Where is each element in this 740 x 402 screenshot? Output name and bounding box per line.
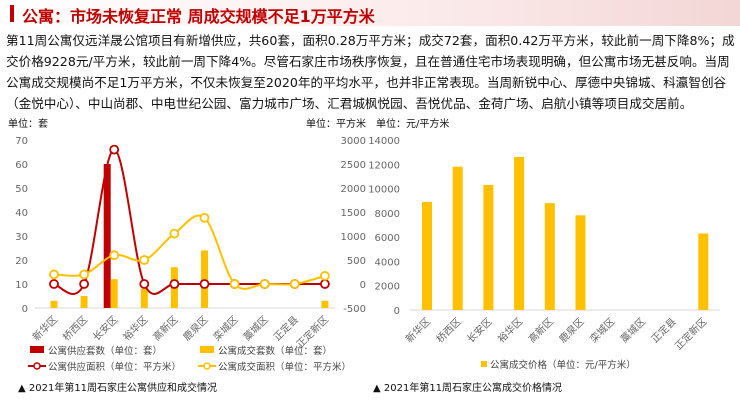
x-tick-label: 藁城区: [618, 315, 648, 345]
line-transaction-area: [53, 214, 326, 290]
legend-swatch: [481, 361, 487, 367]
line-supply-area: [53, 148, 325, 295]
point-transaction-area: [169, 228, 180, 239]
bar-price: [575, 215, 586, 310]
point-supply-area: [79, 279, 89, 289]
x-tick-label: 正定新区: [294, 313, 331, 350]
legend-label: 公寓供应面积（单位：平方米）: [48, 361, 181, 373]
left-axis-unit: 单位：套: [8, 117, 48, 130]
point-transaction-area: [259, 279, 270, 289]
point-supply-area: [199, 279, 210, 289]
point-supply-area: [139, 279, 150, 289]
point-transaction-area: [139, 255, 150, 265]
right-tick-label: 1000: [341, 232, 366, 243]
right-tick-label: 500: [347, 256, 366, 267]
y-tick-label: 4000: [375, 257, 400, 268]
bar-price: [452, 166, 463, 310]
right-axis-unit: 单位：平方米: [306, 117, 366, 130]
point-transaction-area: [229, 279, 240, 289]
x-tick-label: 高新区: [150, 313, 180, 343]
x-tick-label: 鹿泉区: [556, 315, 586, 345]
title-accent: [10, 5, 14, 22]
y-tick-label: 10000: [368, 185, 400, 196]
title-bar: 公寓：市场未恢复正常 周成交规模不足1万平方米: [0, 0, 740, 26]
bar-price: [483, 184, 494, 310]
bar-transaction-sets: [110, 279, 118, 308]
legend-label: 公寓成交套数（单位：套）: [218, 345, 332, 357]
chart-caption: ▲ 2021年第11周石家庄公寓供应和成交情况: [18, 381, 217, 394]
left-tick-label: 0: [22, 304, 28, 315]
bar-price: [698, 233, 709, 310]
x-tick-label: 鹿泉区: [180, 313, 210, 343]
point-supply-area: [49, 279, 59, 289]
x-tick-label: 桥西区: [61, 314, 91, 344]
point-transaction-area: [109, 250, 120, 261]
x-tick-label: 新华区: [403, 315, 433, 345]
left-tick-label: 70: [15, 136, 28, 147]
x-tick-label: 栾城区: [210, 313, 240, 343]
x-tick-label: 桥西区: [434, 316, 464, 346]
point-transaction-area: [79, 269, 89, 280]
x-tick-label: 长安区: [90, 313, 120, 343]
x-tick-label: 正定县: [648, 315, 678, 345]
legend-swatch: [30, 346, 44, 353]
right-tick-label: 2500: [341, 160, 366, 171]
left-tick-label: 40: [15, 208, 28, 219]
bar-transaction-sets: [80, 296, 88, 308]
page-title: 公寓：市场未恢复正常 周成交规模不足1万平方米: [22, 7, 375, 26]
legend-label: 公寓供应套数（单位：套）: [48, 345, 162, 357]
bar-price: [514, 157, 525, 310]
x-tick-label: 正定新区: [672, 315, 709, 352]
x-tick-label: 正定县: [271, 313, 301, 343]
right-tick-label: 3000: [341, 136, 366, 147]
point-transaction-area: [49, 269, 59, 280]
left-tick-label: 10: [15, 280, 28, 291]
price-chart: 单位：元/平方米 0 2000 4000 6000 8000 10000 12000 14000…: [368, 117, 720, 394]
bar-transaction-sets: [50, 300, 58, 308]
supply-transaction-chart: 单位：套 单位：平方米 0 10 20 30 40 50 60 70 -500 0 500 1000 150…: [8, 117, 366, 394]
right-tick-label: 1500: [341, 208, 366, 219]
x-tick-label: 新华区: [30, 313, 60, 343]
y-tick-label: 0: [394, 306, 400, 317]
point-supply-area: [319, 279, 330, 289]
legend-marker: [33, 362, 41, 370]
x-tick-label: 藁城区: [240, 313, 270, 343]
legend-marker: [203, 362, 211, 370]
bar-price: [422, 201, 432, 310]
bar-transaction-sets: [321, 300, 329, 308]
right-tick-label: 0: [360, 280, 366, 291]
x-tick-label: 裕华区: [120, 313, 150, 343]
y-tick-label: 14000: [368, 136, 400, 147]
y-tick-label: 6000: [375, 233, 400, 244]
left-tick-label: 50: [15, 184, 28, 195]
x-tick-label: 高新区: [526, 315, 556, 345]
left-tick-label: 20: [15, 256, 28, 267]
legend-label: 公寓成交面积（单位：平方米）: [218, 361, 351, 373]
point-supply-area: [169, 279, 180, 289]
right-tick-label: 2000: [341, 184, 366, 195]
point-supply-area: [109, 144, 120, 155]
left-tick-label: 60: [15, 160, 28, 171]
chart-caption: ▲ 2021年第11周石家庄公寓成交价格情况: [373, 381, 562, 394]
axis-unit: 单位：元/平方米: [376, 117, 449, 130]
x-tick-label: 裕华区: [495, 315, 525, 345]
point-transaction-area: [289, 279, 300, 289]
summary-paragraph: 第11周公寓仅远洋晟公馆项目有新增供应，共60套，面积0.28万平方米；成交72…: [6, 33, 735, 111]
legend-label: 公寓成交价格（单位：元/平方米）: [490, 359, 636, 371]
point-transaction-area: [199, 212, 210, 223]
bar-supply-sets: [103, 164, 111, 308]
x-tick-label: 栾城区: [587, 315, 617, 345]
y-tick-label: 2000: [375, 282, 400, 293]
bar-transaction-sets: [140, 288, 148, 308]
x-tick-label: 长安区: [464, 315, 494, 345]
left-tick-label: 30: [15, 232, 28, 243]
bar-price: [544, 203, 555, 310]
y-tick-label: 8000: [375, 209, 400, 220]
legend-swatch: [200, 346, 214, 353]
y-tick-label: 12000: [368, 160, 400, 171]
right-tick-label: -500: [343, 304, 366, 315]
point-transaction-area: [319, 270, 330, 281]
